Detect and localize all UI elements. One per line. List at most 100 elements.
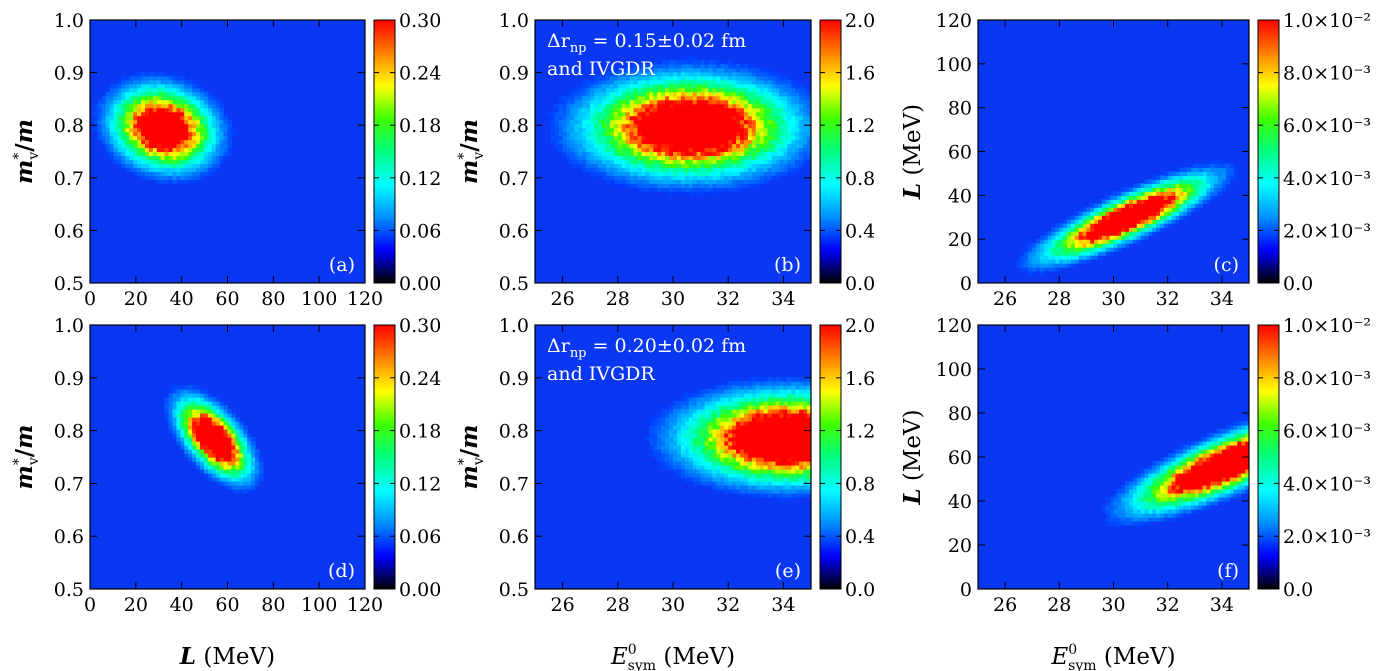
x-tick-label: 34: [1210, 288, 1234, 310]
heatmap-cell: [779, 135, 784, 141]
heatmap-cell: [594, 155, 599, 161]
heatmap-cell: [1047, 235, 1053, 240]
heatmap-cell: [653, 83, 658, 89]
heatmap-cell: [799, 413, 804, 418]
colorbar-tick-label: 2.0: [845, 10, 875, 32]
heatmap-cell: [590, 127, 595, 133]
heatmap-cell: [570, 163, 576, 169]
heatmap-cell: [578, 87, 583, 93]
heatmap-cell: [783, 389, 788, 394]
heatmap-cell: [1210, 159, 1215, 165]
heatmap-cell: [649, 123, 654, 129]
heatmap-cell: [1187, 167, 1192, 173]
heatmap-cell: [1101, 251, 1107, 256]
heatmap-cell: [594, 119, 599, 125]
heatmap-cell: [665, 123, 670, 129]
heatmap-cell: [673, 131, 678, 137]
heatmap-cell: [775, 465, 781, 470]
heatmap-cell: [160, 103, 166, 109]
heatmap-cell: [708, 437, 714, 442]
heatmap-cell: [783, 421, 788, 426]
heatmap-cell: [704, 477, 710, 482]
heatmap-cell: [1210, 183, 1215, 188]
heatmap-cell: [755, 433, 761, 438]
heatmap-cell: [1125, 187, 1130, 192]
heatmap-cell: [629, 75, 635, 81]
heatmap-cell: [578, 107, 583, 113]
heatmap-cell: [653, 95, 658, 101]
heatmap-cell: [1074, 219, 1080, 224]
heatmap-cell: [152, 131, 158, 137]
heatmap-cell: [787, 91, 792, 97]
heatmap-cell: [133, 143, 138, 149]
heatmap-cell: [1047, 243, 1053, 248]
heatmap-cell: [728, 159, 733, 165]
heatmap-cell: [649, 187, 654, 192]
heatmap-cell: [767, 75, 773, 81]
heatmap-cell: [164, 151, 170, 157]
heatmap-cell: [203, 151, 209, 157]
heatmap-cell: [633, 183, 639, 188]
heatmap-cell: [732, 75, 737, 81]
heatmap-cell: [720, 135, 725, 141]
heatmap-cell: [184, 123, 189, 129]
heatmap-cell: [176, 83, 181, 89]
heatmap-cell: [200, 425, 205, 430]
heatmap-cell: [196, 151, 201, 157]
heatmap-cell: [795, 481, 800, 486]
heatmap-cell: [740, 489, 745, 494]
heatmap-cell: [676, 115, 682, 121]
heatmap-cell: [121, 79, 126, 85]
heatmap-cell: [712, 385, 717, 390]
heatmap-cell: [192, 385, 197, 390]
heatmap-cell: [633, 107, 639, 113]
heatmap-cell: [700, 477, 706, 482]
heatmap-cell: [807, 143, 811, 149]
heatmap-cell: [763, 457, 769, 462]
heatmap-cell: [1067, 215, 1072, 220]
heatmap-cell: [609, 87, 615, 93]
heatmap-cell: [184, 143, 189, 149]
y-tick-label: 0.7: [499, 168, 529, 190]
heatmap-cell: [795, 449, 800, 454]
heatmap-cell: [696, 59, 702, 65]
heatmap-cell: [732, 175, 737, 180]
heatmap-cell: [141, 79, 146, 85]
heatmap-cell: [751, 171, 757, 176]
heatmap-cell: [219, 115, 225, 121]
heatmap-cell: [117, 91, 123, 97]
heatmap-cell: [747, 493, 753, 498]
heatmap-cell: [653, 71, 658, 77]
heatmap-cell: [566, 135, 572, 141]
heatmap-cell: [787, 393, 792, 398]
heatmap-cell: [763, 95, 769, 101]
heatmap-cell: [696, 179, 702, 184]
heatmap-cell: [645, 175, 650, 180]
heatmap-cell: [775, 405, 781, 410]
heatmap-cell: [188, 95, 193, 101]
heatmap-cell: [653, 127, 658, 133]
heatmap-cell: [133, 167, 138, 173]
heatmap-cell: [783, 385, 788, 390]
heatmap-cell: [728, 389, 733, 394]
heatmap-cell: [665, 99, 670, 105]
heatmap-cell: [724, 465, 729, 470]
heatmap-cell: [566, 159, 572, 165]
heatmap-cell: [1140, 215, 1146, 220]
heatmap-cell: [251, 437, 256, 442]
x-tick-label: 26: [551, 288, 575, 310]
heatmap-cell: [554, 111, 560, 117]
heatmap-cell: [97, 111, 103, 117]
heatmap-cell: [743, 175, 749, 180]
heatmap-cell: [129, 163, 134, 169]
heatmap-cell: [160, 167, 166, 173]
heatmap-cell: [775, 445, 781, 450]
heatmap-cell: [598, 135, 603, 141]
heatmap-cell: [696, 143, 702, 149]
heatmap-cell: [137, 111, 142, 117]
heatmap-cell: [188, 425, 193, 430]
heatmap-cell: [247, 453, 252, 458]
heatmap-cell: [743, 159, 749, 165]
heatmap-cell: [137, 171, 142, 176]
heatmap-cell: [755, 437, 761, 442]
